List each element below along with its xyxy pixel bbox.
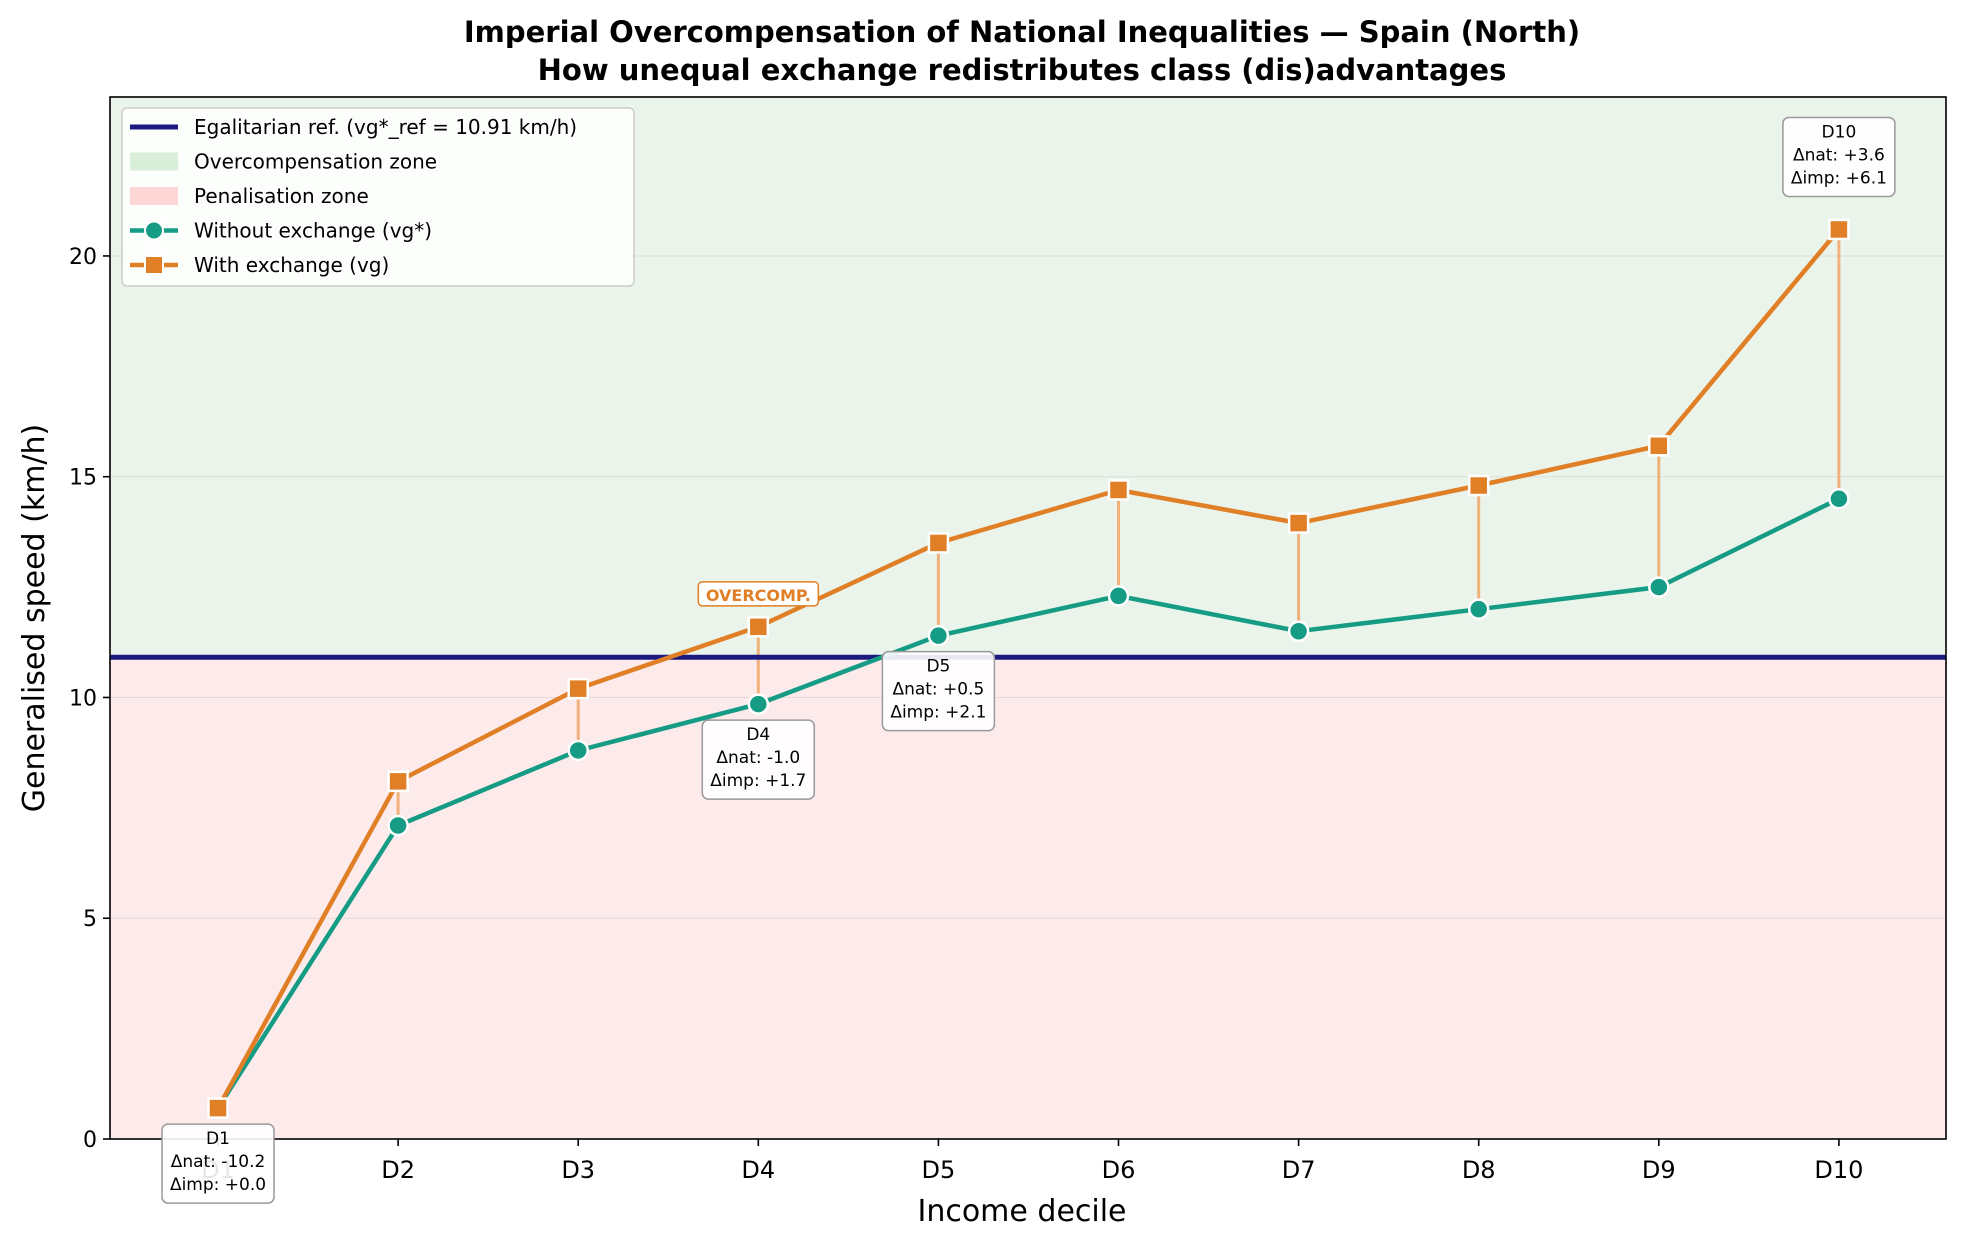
y-axis-label: Generalised speed (km/h) <box>17 424 52 813</box>
point-without-exchange-d8 <box>1467 598 1490 620</box>
annotation-text-d4-1: Δnat: -1.0 <box>716 748 800 768</box>
legend-box <box>121 107 635 287</box>
overcompensation-tag-box <box>697 581 820 607</box>
x-tick-label-d9: D9 <box>1642 1156 1676 1184</box>
annotation-text-d4-0: D4 <box>746 725 770 745</box>
annotation-text-d5-2: Δimp: +2.1 <box>890 703 986 723</box>
point-without-exchange-d2 <box>387 814 409 837</box>
chart-title: Imperial Overcompensation of National In… <box>464 15 1580 49</box>
series-layer <box>207 218 1850 1119</box>
zones-layer <box>110 97 1946 1139</box>
x-tick-label-d8: D8 <box>1462 1156 1496 1184</box>
legend-item-overcompensation: Overcompensation zone <box>130 150 437 174</box>
legend-item-penalisation: Penalisation zone <box>130 184 369 208</box>
y-tick-label-10: 10 <box>69 686 97 711</box>
point-without-exchange-d9 <box>1648 576 1670 598</box>
annotation-text-d10-1: Δnat: +3.6 <box>1793 145 1885 165</box>
point-with-exchange-d7 <box>1287 512 1310 534</box>
legend: Egalitarian ref. (vg*_ref = 10.91 km/h) O… <box>121 107 635 287</box>
point-with-exchange-d6 <box>1107 479 1130 501</box>
point-with-exchange-d9 <box>1648 435 1670 457</box>
legend-swatch-marker-with-exchange <box>144 255 164 275</box>
annotation-d10: D10 Δnat: +3.6 Δimp: +6.1 <box>1782 116 1896 198</box>
x-tick-label-d4: D4 <box>741 1156 775 1184</box>
x-axis-label: Income decile <box>917 1194 1126 1229</box>
legend-item-reference-label: Egalitarian ref. (vg*_ref = 10.91 km/h) <box>194 115 577 139</box>
y-tick-label-5: 5 <box>83 907 97 932</box>
legend-swatch-overcompensation <box>130 152 178 171</box>
legend-swatch-marker-without-exchange <box>144 220 164 241</box>
x-tick-label-d6: D6 <box>1102 1156 1136 1184</box>
point-with-exchange-d3 <box>567 677 589 700</box>
x-tick-label-d7: D7 <box>1282 1156 1316 1184</box>
annotation-box-d1 <box>161 1123 275 1204</box>
penalisation-zone <box>110 657 1946 1139</box>
x-tick-label-d3: D3 <box>561 1156 595 1184</box>
point-with-exchange-d2 <box>387 770 409 793</box>
annotation-text-d10-0: D10 <box>1822 122 1857 142</box>
x-tick-label-d10: D10 <box>1814 1156 1863 1184</box>
legend-item-overcompensation-label: Overcompensation zone <box>194 150 437 174</box>
annotation-d5: D5 Δnat: +0.5 Δimp: +2.1 <box>881 650 996 732</box>
legend-swatch-penalisation <box>130 187 178 205</box>
point-without-exchange-d5 <box>927 624 950 647</box>
point-without-exchange-d6 <box>1107 585 1130 607</box>
point-with-exchange-d5 <box>927 532 950 554</box>
annotation-text-d1-1: Δnat: -10.2 <box>171 1152 266 1172</box>
point-with-exchange-d1 <box>207 1097 229 1119</box>
annotation-text-d5-0: D5 <box>926 657 950 677</box>
x-tick-label-d2: D2 <box>381 1156 415 1184</box>
legend-item-reference: Egalitarian ref. (vg*_ref = 10.91 km/h) <box>130 115 577 139</box>
y-tick-label-0: 0 <box>83 1128 97 1153</box>
legend-item-without-exchange: Without exchange (vg*) <box>130 219 432 243</box>
legend-item-with-exchange: With exchange (vg) <box>130 253 389 277</box>
annotation-text-d1-2: Δimp: +0.0 <box>170 1175 266 1195</box>
annotation-box-d4 <box>701 719 816 800</box>
y-tick-label-20: 20 <box>69 245 97 270</box>
point-without-exchange-d4 <box>747 693 770 715</box>
plot-frame <box>109 96 1947 1140</box>
annotation-box-d10 <box>1782 116 1896 198</box>
point-with-exchange-d10 <box>1828 218 1850 241</box>
x-tick-label-d5: D5 <box>922 1156 956 1184</box>
point-without-exchange-d7 <box>1287 620 1310 642</box>
overcompensation-tag: OVERCOMP. <box>697 581 820 607</box>
point-without-exchange-d3 <box>567 739 589 762</box>
chart-subtitle: How unequal exchange redistributes class… <box>538 53 1507 87</box>
annotation-text-d1-0: D1 <box>206 1129 230 1149</box>
annotation-box-d5 <box>881 650 996 732</box>
point-with-exchange-d4 <box>747 616 770 638</box>
annotation-d4: D4 Δnat: -1.0 Δimp: +1.7 <box>701 719 816 800</box>
legend-item-without-exchange-label: Without exchange (vg*) <box>194 219 432 243</box>
y-tick-label-15: 15 <box>69 466 97 491</box>
annotation-d1: D1 Δnat: -10.2 Δimp: +0.0 <box>161 1123 275 1204</box>
point-with-exchange-d8 <box>1467 474 1490 497</box>
point-without-exchange-d10 <box>1828 488 1850 510</box>
series-line-without-exchange <box>216 496 1840 1110</box>
annotations-layer: D1 Δnat: -10.2 Δimp: +0.0 D4 Δnat: -1.0 Δimp:… <box>161 116 1896 1204</box>
annotation-text-d5-1: Δnat: +0.5 <box>892 680 984 700</box>
legend-item-penalisation-label: Penalisation zone <box>194 184 369 208</box>
legend-item-with-exchange-label: With exchange (vg) <box>194 253 389 277</box>
annotation-text-d4-2: Δimp: +1.7 <box>710 771 806 791</box>
series-line-with-exchange <box>216 228 1841 1110</box>
annotation-text-d10-2: Δimp: +6.1 <box>1791 168 1887 188</box>
overcompensation-tag-text: OVERCOMP. <box>706 586 811 605</box>
